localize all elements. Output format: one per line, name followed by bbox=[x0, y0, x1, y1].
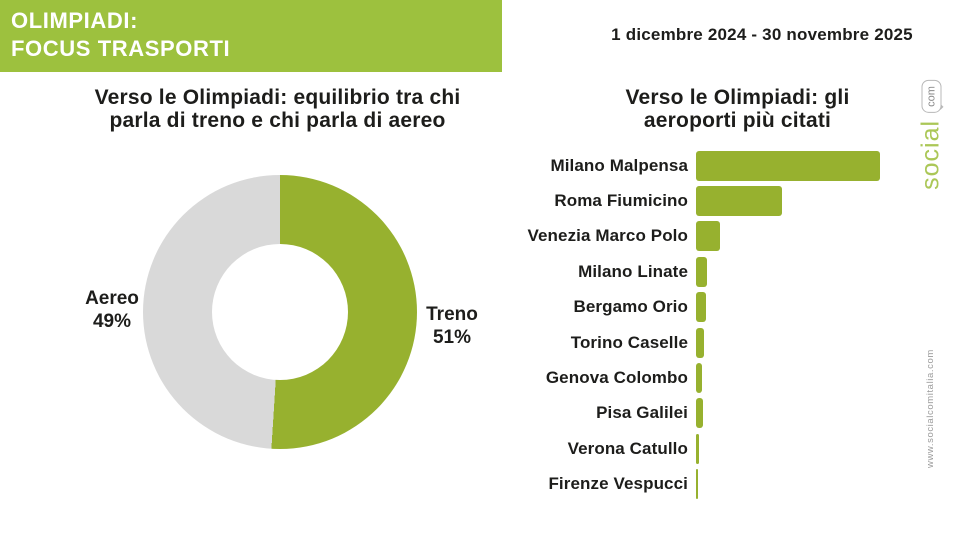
bar-row: Firenze Vespucci bbox=[518, 467, 948, 502]
donut-label-aereo-pct: 49% bbox=[92, 311, 132, 332]
bar-category-label: Pisa Galilei bbox=[596, 403, 688, 423]
bar-chart-title-line2: aeroporti più citati bbox=[643, 108, 832, 132]
bar-category-label: Firenze Vespucci bbox=[548, 474, 688, 494]
bar-category-label: Milano Linate bbox=[578, 261, 688, 281]
bar-category-label: Milano Malpensa bbox=[550, 155, 688, 175]
bar bbox=[696, 256, 708, 287]
bar bbox=[696, 221, 720, 252]
website-url: www.socialcomitalia.com bbox=[925, 349, 936, 469]
bar-row: Milano Malpensa bbox=[518, 148, 948, 183]
donut-chart-title-line1: Verso le Olimpiadi: equilibrio tra chi bbox=[94, 86, 461, 109]
header-banner: OLIMPIADI: FOCUS TRASPORTI bbox=[0, 0, 502, 72]
bar bbox=[696, 292, 706, 323]
bar-row: Roma Fiumicino bbox=[518, 183, 948, 218]
donut-chart bbox=[143, 175, 417, 449]
donut-label-aereo-name: Aereo bbox=[85, 288, 139, 309]
donut-chart-title: Verso le Olimpiadi: equilibrio tra chi p… bbox=[40, 86, 515, 132]
bar-row: Bergamo Orio bbox=[518, 290, 948, 325]
bar-category-label: Bergamo Orio bbox=[573, 297, 688, 317]
donut-label-treno: Treno 51% bbox=[402, 303, 502, 349]
bar bbox=[696, 469, 698, 500]
bar-rows: Milano Malpensa Roma Fiumicino Venezia Mar… bbox=[518, 148, 948, 502]
page-title-line1: OLIMPIADI: bbox=[11, 8, 138, 33]
bar-category-label: Genova Colombo bbox=[545, 368, 688, 388]
donut-label-treno-name: Treno bbox=[426, 304, 478, 325]
bar bbox=[696, 327, 704, 358]
bar bbox=[696, 150, 880, 181]
bar bbox=[696, 186, 783, 217]
bar-chart-title-line1: Verso le Olimpiadi: gli bbox=[625, 86, 850, 109]
bar-category-label: Verona Catullo bbox=[567, 438, 688, 458]
bar-category-label: Roma Fiumicino bbox=[554, 191, 688, 211]
bar-row: Venezia Marco Polo bbox=[518, 219, 948, 254]
bar bbox=[696, 433, 699, 464]
bar-row: Torino Caselle bbox=[518, 325, 948, 360]
donut-label-aereo: Aereo 49% bbox=[60, 287, 164, 333]
bar-row: Genova Colombo bbox=[518, 360, 948, 395]
logo-social-text: social bbox=[916, 119, 945, 190]
socialcom-logo-inner: social com bbox=[916, 79, 946, 190]
logo-com-text: com bbox=[925, 85, 937, 107]
bar-category-label: Torino Caselle bbox=[570, 332, 688, 352]
bar-row: Pisa Galilei bbox=[518, 396, 948, 431]
bar-row: Verona Catullo bbox=[518, 431, 948, 466]
date-range: 1 dicembre 2024 - 30 novembre 2025 bbox=[611, 25, 913, 44]
bar bbox=[696, 398, 703, 429]
donut-label-treno-pct: 51% bbox=[432, 327, 472, 348]
donut-hole bbox=[212, 244, 348, 380]
bar-chart-title: Verso le Olimpiadi: gli aeroporti più ci… bbox=[545, 86, 930, 132]
socialcom-logo: social com bbox=[905, 52, 957, 217]
bar bbox=[696, 363, 703, 394]
bar-category-label: Venezia Marco Polo bbox=[527, 226, 688, 246]
page-title-line2: FOCUS TRASPORTI bbox=[11, 36, 231, 61]
logo-com-bubble: com bbox=[921, 79, 941, 113]
bar-row: Milano Linate bbox=[518, 254, 948, 289]
donut-chart-title-line2: parla di treno e chi parla di aereo bbox=[109, 108, 446, 132]
